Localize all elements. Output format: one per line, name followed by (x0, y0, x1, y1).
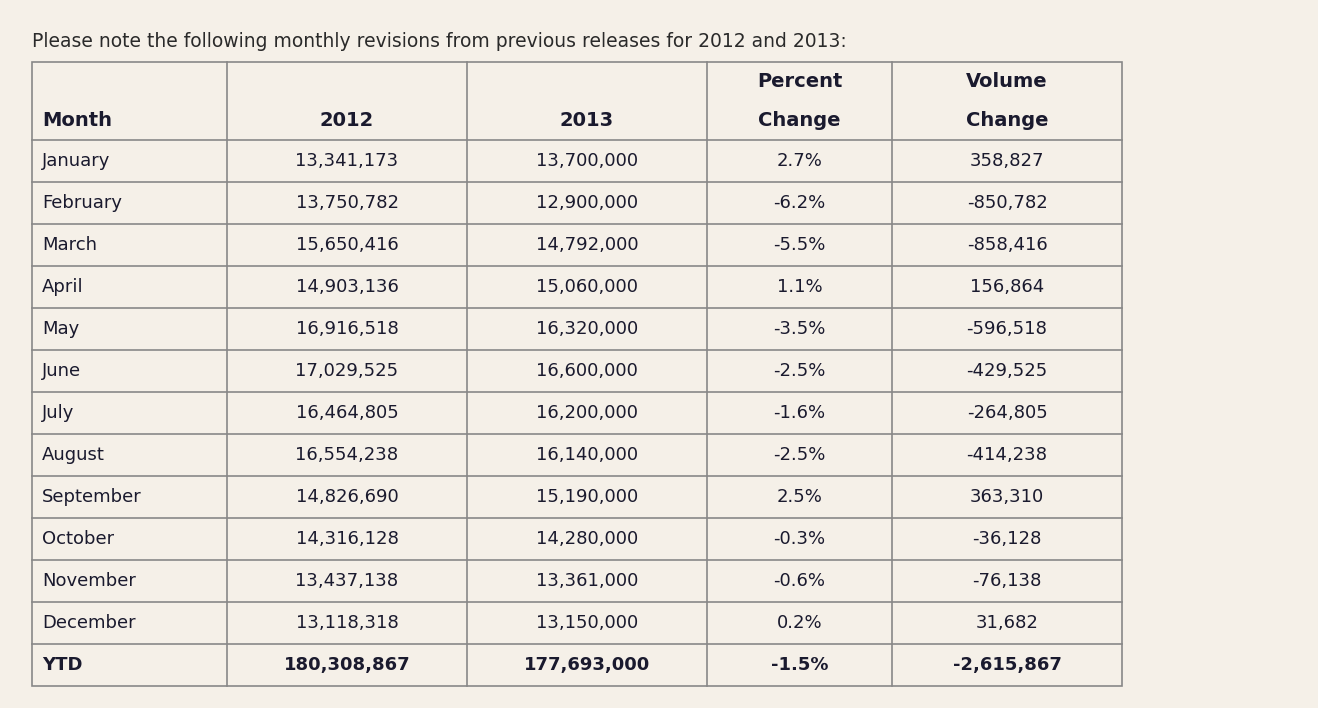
Text: YTD: YTD (42, 656, 83, 674)
Text: 13,341,173: 13,341,173 (295, 152, 398, 170)
Text: -414,238: -414,238 (966, 446, 1048, 464)
Text: July: July (42, 404, 74, 422)
Text: Change: Change (758, 111, 841, 130)
Text: -1.5%: -1.5% (771, 656, 828, 674)
Text: February: February (42, 194, 123, 212)
Text: 13,361,000: 13,361,000 (536, 572, 638, 590)
Text: 13,118,318: 13,118,318 (295, 614, 398, 632)
Text: 12,900,000: 12,900,000 (536, 194, 638, 212)
Text: 13,150,000: 13,150,000 (536, 614, 638, 632)
Text: -858,416: -858,416 (966, 236, 1048, 254)
Text: -76,138: -76,138 (973, 572, 1041, 590)
Text: 2.7%: 2.7% (776, 152, 822, 170)
Text: 15,650,416: 15,650,416 (295, 236, 398, 254)
Text: 358,827: 358,827 (970, 152, 1044, 170)
Text: 31,682: 31,682 (975, 614, 1039, 632)
Text: 16,200,000: 16,200,000 (536, 404, 638, 422)
Text: -36,128: -36,128 (973, 530, 1041, 548)
Text: January: January (42, 152, 111, 170)
Text: 13,437,138: 13,437,138 (295, 572, 398, 590)
Text: August: August (42, 446, 105, 464)
Text: 363,310: 363,310 (970, 488, 1044, 506)
Text: 13,750,782: 13,750,782 (295, 194, 398, 212)
Text: March: March (42, 236, 98, 254)
Bar (32, 62, 1122, 686)
Text: 0.2%: 0.2% (776, 614, 822, 632)
Text: Please note the following monthly revisions from previous releases for 2012 and : Please note the following monthly revisi… (32, 32, 846, 51)
Text: -2.5%: -2.5% (774, 446, 825, 464)
Text: 15,060,000: 15,060,000 (536, 278, 638, 296)
Text: November: November (42, 572, 136, 590)
Text: Volume: Volume (966, 72, 1048, 91)
Text: 14,316,128: 14,316,128 (295, 530, 398, 548)
Text: -1.6%: -1.6% (774, 404, 825, 422)
Text: -596,518: -596,518 (966, 320, 1048, 338)
Text: October: October (42, 530, 115, 548)
Text: 14,826,690: 14,826,690 (295, 488, 398, 506)
Text: 13,700,000: 13,700,000 (536, 152, 638, 170)
Text: 1.1%: 1.1% (776, 278, 822, 296)
Text: 15,190,000: 15,190,000 (536, 488, 638, 506)
Text: -850,782: -850,782 (966, 194, 1048, 212)
Text: April: April (42, 278, 83, 296)
Text: 16,554,238: 16,554,238 (295, 446, 398, 464)
Text: -5.5%: -5.5% (774, 236, 825, 254)
Text: Change: Change (966, 111, 1048, 130)
Text: December: December (42, 614, 136, 632)
Text: September: September (42, 488, 142, 506)
Text: 2.5%: 2.5% (776, 488, 822, 506)
Text: Percent: Percent (757, 72, 842, 91)
Text: 16,600,000: 16,600,000 (536, 362, 638, 380)
Text: 177,693,000: 177,693,000 (523, 656, 650, 674)
Text: -2.5%: -2.5% (774, 362, 825, 380)
Text: 16,320,000: 16,320,000 (536, 320, 638, 338)
Text: -0.6%: -0.6% (774, 572, 825, 590)
Text: 17,029,525: 17,029,525 (295, 362, 398, 380)
Text: 14,903,136: 14,903,136 (295, 278, 398, 296)
Text: -0.3%: -0.3% (774, 530, 825, 548)
Text: June: June (42, 362, 82, 380)
Text: 2012: 2012 (320, 111, 374, 130)
Text: -264,805: -264,805 (966, 404, 1048, 422)
Text: 180,308,867: 180,308,867 (283, 656, 410, 674)
Text: 156,864: 156,864 (970, 278, 1044, 296)
Text: -2,615,867: -2,615,867 (953, 656, 1061, 674)
Text: 16,140,000: 16,140,000 (536, 446, 638, 464)
Text: Month: Month (42, 111, 112, 130)
Text: 16,916,518: 16,916,518 (295, 320, 398, 338)
Text: May: May (42, 320, 79, 338)
Text: 14,280,000: 14,280,000 (536, 530, 638, 548)
Text: -3.5%: -3.5% (774, 320, 825, 338)
Text: -6.2%: -6.2% (774, 194, 825, 212)
Text: -429,525: -429,525 (966, 362, 1048, 380)
Text: 14,792,000: 14,792,000 (535, 236, 638, 254)
Text: 2013: 2013 (560, 111, 614, 130)
Text: 16,464,805: 16,464,805 (295, 404, 398, 422)
